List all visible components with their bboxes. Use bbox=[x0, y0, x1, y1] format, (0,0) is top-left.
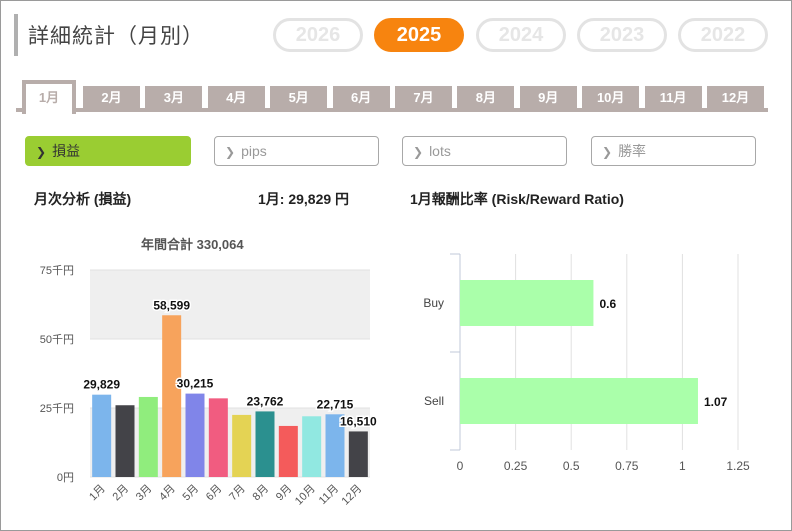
tab-month-11[interactable]: 11月 bbox=[644, 86, 702, 110]
x-tick-label: 8月 bbox=[251, 483, 272, 504]
year-2025-button[interactable]: 2025 bbox=[374, 18, 464, 52]
metric-button-1[interactable]: ❯ pips bbox=[214, 136, 379, 166]
title-accent-bar bbox=[14, 14, 18, 56]
bar-12月 bbox=[348, 431, 368, 477]
data-label: 29,829 bbox=[83, 378, 120, 392]
annual-total: 年間合計 330,064 bbox=[141, 237, 244, 252]
page-title: 詳細統計（月別） bbox=[28, 24, 204, 48]
chevron-right-icon: ❯ bbox=[413, 145, 424, 159]
bar-9月 bbox=[278, 425, 298, 477]
metric-label: 勝率 bbox=[618, 143, 647, 159]
year-2023-button[interactable]: 2023 bbox=[577, 18, 667, 52]
ratio-chart-title: 1月報酬比率 (Risk/Reward Ratio) bbox=[410, 191, 624, 207]
x-tick-label: 7月 bbox=[227, 483, 248, 504]
x-tick-label: 0.25 bbox=[504, 459, 528, 473]
x-tick-label: 1.25 bbox=[726, 459, 750, 473]
tabs-baseline bbox=[16, 108, 768, 112]
x-tick-label: 5月 bbox=[181, 483, 202, 504]
x-tick-label: 1 bbox=[679, 459, 686, 473]
y-tick-label: 25千円 bbox=[40, 402, 74, 415]
tab-month-4[interactable]: 4月 bbox=[207, 86, 265, 110]
plot-band bbox=[90, 270, 370, 339]
chevron-right-icon: ❯ bbox=[36, 145, 47, 159]
data-label: 1.07 bbox=[704, 395, 728, 409]
tab-month-7[interactable]: 7月 bbox=[395, 86, 452, 110]
x-tick-label: 0.5 bbox=[563, 459, 580, 473]
tab-month-3[interactable]: 3月 bbox=[145, 86, 203, 110]
tab-month-10[interactable]: 10月 bbox=[582, 86, 640, 110]
bar-6月 bbox=[208, 398, 228, 477]
tab-month-12[interactable]: 12月 bbox=[707, 86, 764, 110]
year-2026-button[interactable]: 2026 bbox=[273, 18, 363, 52]
x-tick-label: 0.75 bbox=[615, 459, 639, 473]
data-label: 58,599 bbox=[153, 298, 190, 312]
x-tick-label: 4月 bbox=[157, 483, 178, 504]
y-category-label: Buy bbox=[423, 296, 444, 310]
y-category-label: Sell bbox=[424, 394, 444, 408]
bar-4月 bbox=[162, 315, 182, 477]
bar-8月 bbox=[255, 411, 275, 477]
tab-month-6[interactable]: 6月 bbox=[332, 86, 390, 110]
data-label: 23,762 bbox=[247, 394, 284, 408]
metric-label: pips bbox=[241, 143, 267, 159]
metric-label: lots bbox=[429, 143, 451, 159]
bar-2月 bbox=[115, 405, 135, 477]
x-tick-label: 12月 bbox=[340, 483, 365, 508]
data-label: 22,715 bbox=[317, 397, 354, 411]
plot-band bbox=[90, 408, 370, 477]
selected-month-value: 1月: 29,829 円 bbox=[258, 191, 350, 207]
year-2022-button[interactable]: 2022 bbox=[678, 18, 768, 52]
x-tick-label: 2月 bbox=[111, 483, 132, 504]
bar-buy bbox=[460, 280, 594, 326]
chevron-right-icon: ❯ bbox=[602, 145, 613, 159]
chevron-right-icon: ❯ bbox=[225, 145, 236, 159]
x-tick-label: 1月 bbox=[87, 483, 108, 504]
tab-month-1[interactable]: 1月 bbox=[22, 80, 76, 114]
tab-month-8[interactable]: 8月 bbox=[457, 86, 515, 110]
x-tick-label: 3月 bbox=[134, 483, 155, 504]
bar-11月 bbox=[325, 414, 345, 477]
x-tick-label: 10月 bbox=[293, 483, 318, 508]
metric-button-0[interactable]: ❯ 損益 bbox=[25, 136, 191, 166]
tab-month-2[interactable]: 2月 bbox=[83, 86, 140, 110]
bar-1月 bbox=[92, 394, 112, 477]
data-label: 0.6 bbox=[599, 297, 616, 311]
data-label: 16,510 bbox=[340, 414, 377, 428]
metric-button-2[interactable]: ❯ lots bbox=[402, 136, 567, 166]
bar-7月 bbox=[232, 414, 252, 477]
y-tick-label: 50千円 bbox=[40, 333, 74, 346]
y-tick-label: 0円 bbox=[57, 472, 74, 484]
monthly-pnl-chart: 0円 25千円 50千円 75千円 29,829 1月 2月 3月 58,599 4月 30,215… bbox=[40, 264, 379, 508]
monthly-chart-title: 月次分析 (損益) bbox=[34, 191, 132, 207]
tab-month-5[interactable]: 5月 bbox=[270, 86, 328, 110]
metric-label: 損益 bbox=[52, 143, 81, 159]
bar-10月 bbox=[302, 416, 322, 477]
x-tick-label: 11月 bbox=[317, 483, 341, 507]
data-label: 30,215 bbox=[177, 377, 214, 391]
bar-sell bbox=[460, 378, 698, 424]
bar-3月 bbox=[138, 396, 158, 477]
y-tick-label: 75千円 bbox=[40, 264, 74, 277]
tab-month-9[interactable]: 9月 bbox=[519, 86, 577, 110]
x-tick-label: 6月 bbox=[204, 483, 225, 504]
bar-5月 bbox=[185, 393, 205, 477]
metric-button-3[interactable]: ❯ 勝率 bbox=[591, 136, 756, 166]
year-2024-button[interactable]: 2024 bbox=[476, 18, 566, 52]
risk-reward-chart: 0 0.25 0.5 0.75 1 1.25 Buy 0.6 Sell 1.07 bbox=[423, 253, 750, 473]
x-tick-label: 9月 bbox=[274, 483, 295, 504]
x-tick-label: 0 bbox=[457, 459, 464, 473]
